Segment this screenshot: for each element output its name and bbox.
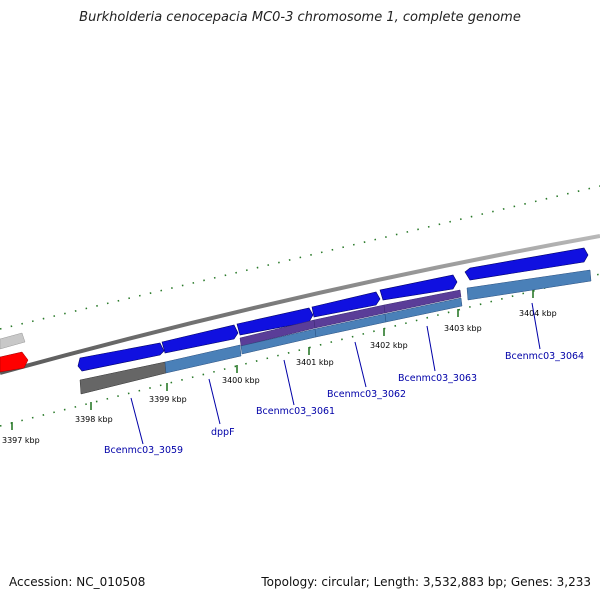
tick-label-3402: 3402 kbp: [370, 341, 408, 350]
gene-bar-steelblue-5: [466, 269, 592, 301]
gene-label-bcenmc03-3059: Bcenmc03_3059: [104, 445, 183, 456]
gene-label-bcenmc03-3064: Bcenmc03_3064: [505, 351, 584, 362]
tick-label-3403: 3403 kbp: [444, 324, 482, 333]
tick-label-3397: 3397 kbp: [2, 436, 40, 445]
gene-dppf-forward: [161, 324, 239, 354]
tick-label-3399: 3399 kbp: [149, 395, 187, 404]
gene-bcenmc03-3064-forward: [464, 247, 589, 281]
tick-label-3401: 3401 kbp: [296, 358, 334, 367]
gene-label-bcenmc03-3063: Bcenmc03_3063: [398, 373, 477, 384]
tick-label-3398: 3398 kbp: [75, 415, 113, 424]
outer-scale-ring: [0, 273, 600, 427]
gene-bar-purple-3: [383, 289, 462, 314]
gene-label-leaders: [130, 302, 541, 445]
forward-genes: [77, 247, 589, 372]
gene-bcenmc03-3063-forward: [379, 274, 458, 301]
gene-bar-steelblue-1: [164, 344, 242, 374]
gene-bar-steelblue-4: [384, 297, 463, 323]
gene-bcenmc03-3059-forward: [77, 342, 165, 372]
gene-label-bcenmc03-3061: Bcenmc03_3061: [256, 406, 335, 417]
gene-label-bcenmc03-3062: Bcenmc03_3062: [327, 389, 406, 400]
major-ticks: [11, 290, 534, 430]
gene-highlight: [0, 351, 29, 373]
gene-faded: [0, 332, 26, 350]
accession-text: Accession: NC_010508: [9, 575, 146, 589]
gene-bcenmc03-3061-forward: [236, 307, 314, 336]
inner-scale-ring: [0, 185, 600, 330]
tick-label-3404: 3404 kbp: [519, 309, 557, 318]
gene-label-dppf: dppF: [211, 427, 235, 438]
map-title: Burkholderia cenocepacia MC0-3 chromosom…: [79, 10, 521, 25]
chromosome-backbone: [0, 234, 600, 375]
reverse-genes: [79, 269, 592, 395]
genome-summary-text: Topology: circular; Length: 3,532,883 bp…: [261, 575, 591, 589]
gene-bcenmc03-3062-forward: [311, 291, 381, 318]
tick-label-3400: 3400 kbp: [222, 376, 260, 385]
